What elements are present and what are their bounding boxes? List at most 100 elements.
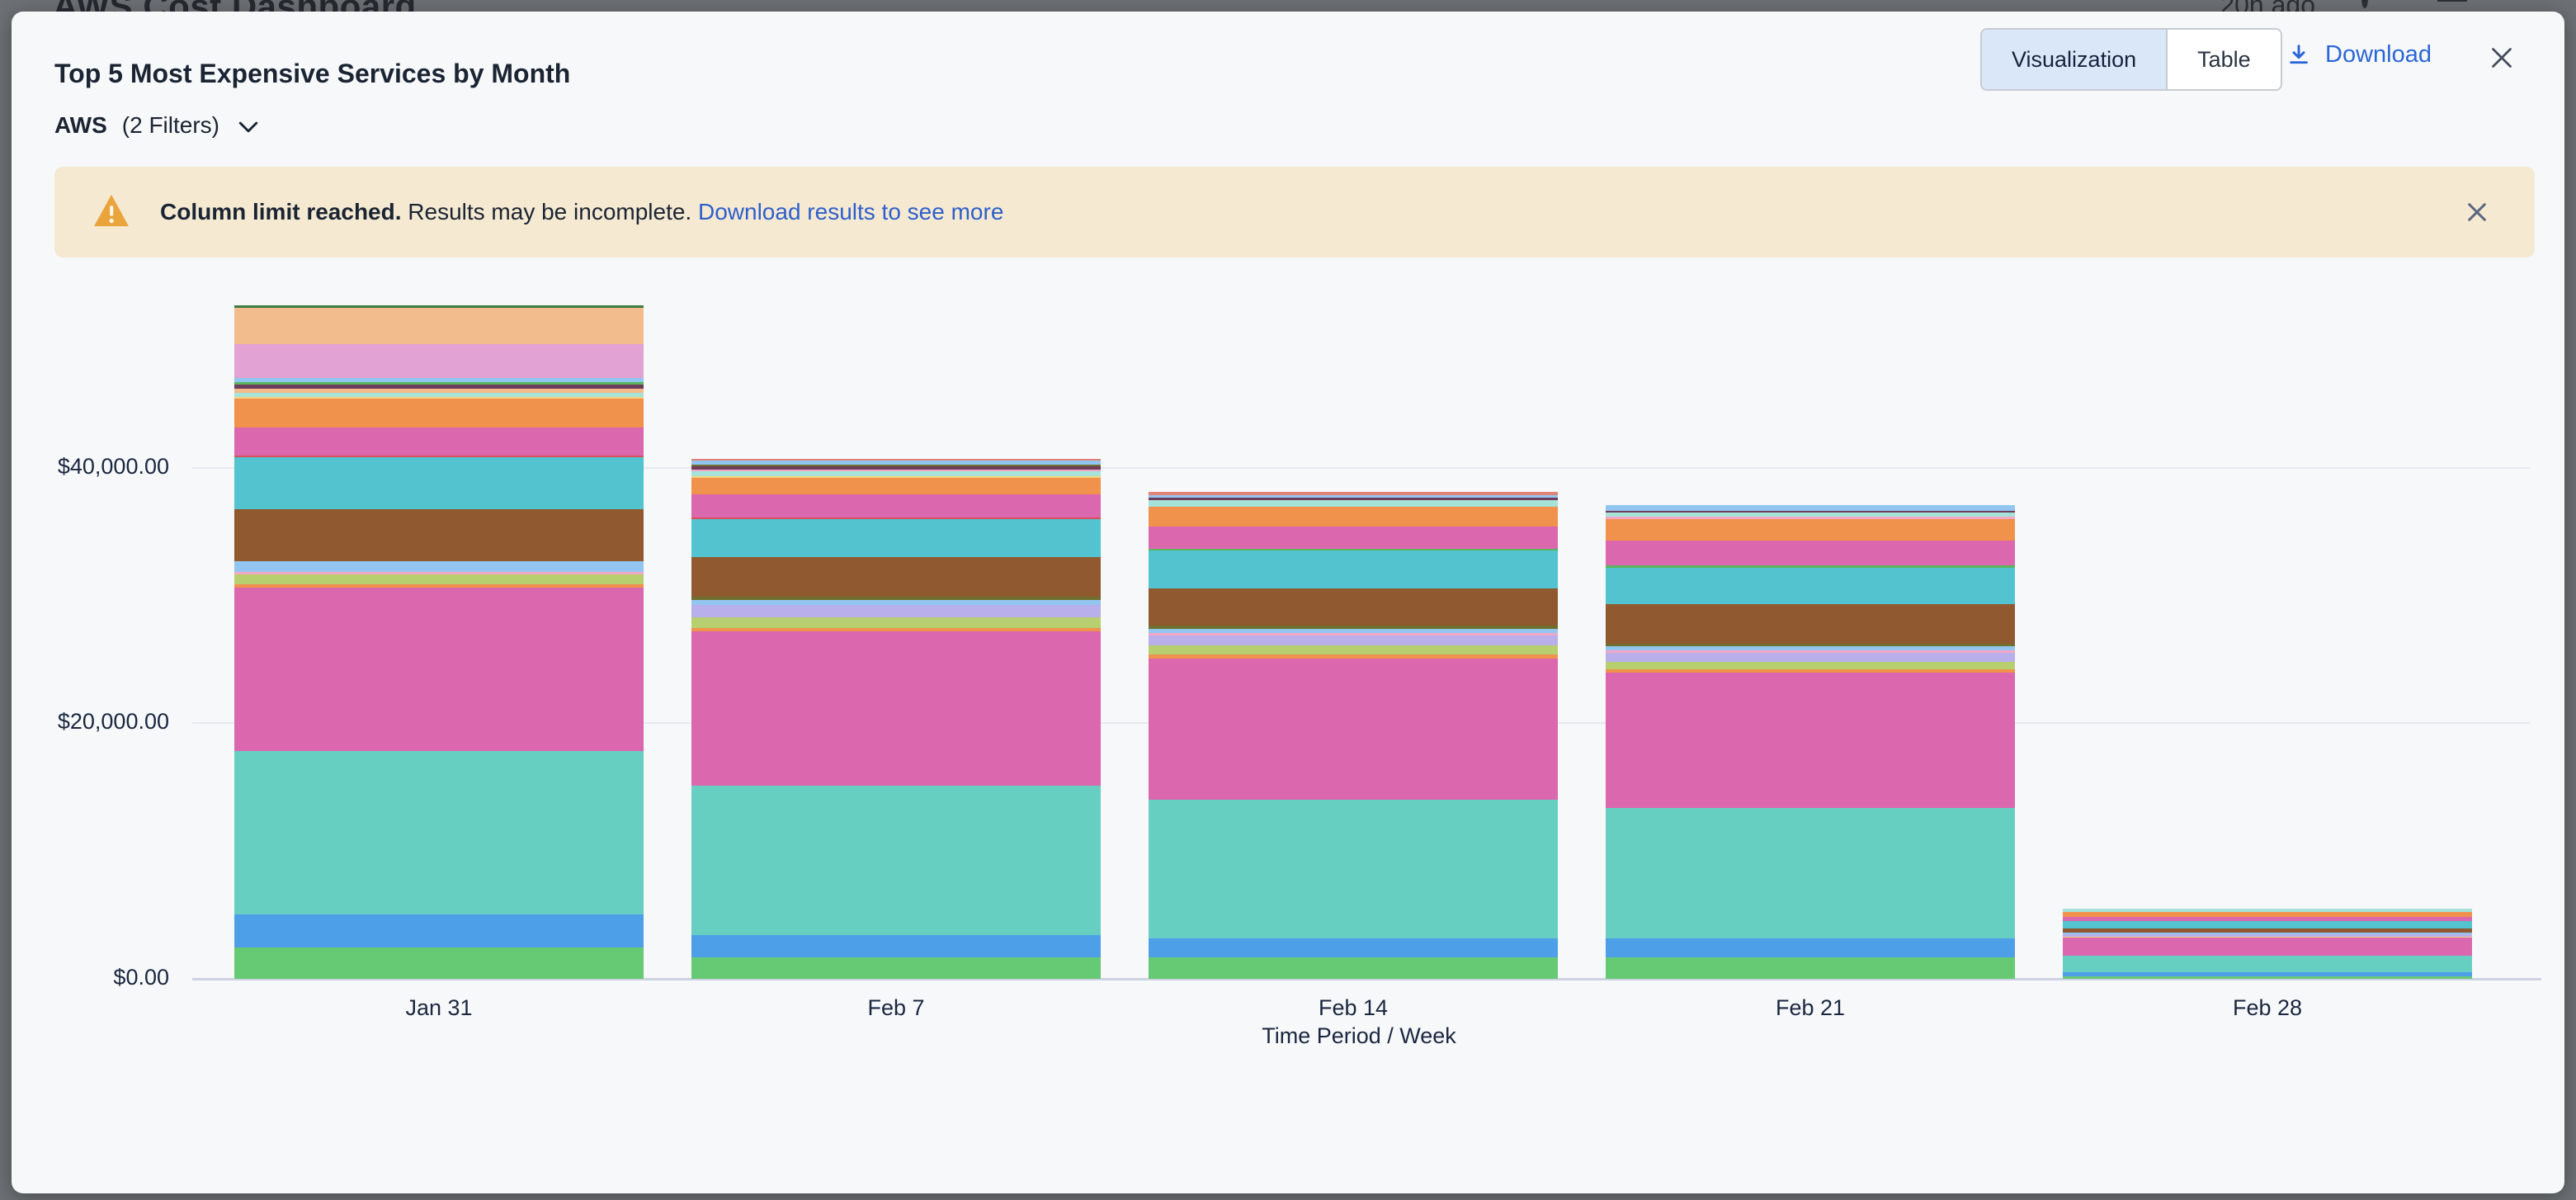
bar-segment[interactable]	[1149, 550, 1558, 588]
bar-segment[interactable]	[1149, 654, 1558, 659]
bar-segment[interactable]	[1606, 512, 2015, 517]
bar-segment[interactable]	[691, 596, 1101, 600]
bar-segment[interactable]	[234, 392, 644, 397]
bar-segment[interactable]	[1606, 565, 2015, 568]
bar-segment[interactable]	[1149, 658, 1558, 800]
bar-segment[interactable]	[234, 508, 644, 561]
bar-segment[interactable]	[234, 583, 644, 588]
bar-segment[interactable]	[1149, 645, 1558, 654]
bar-segment[interactable]	[1149, 494, 1558, 498]
bar-segment[interactable]	[1606, 516, 2015, 519]
stacked-bar-feb-21[interactable]	[1606, 504, 2015, 979]
bar-segment[interactable]	[691, 517, 1101, 519]
bar-segment[interactable]	[1606, 957, 2015, 979]
bar-segment[interactable]	[1149, 499, 1558, 507]
bar-segment[interactable]	[234, 914, 644, 947]
bar-segment[interactable]	[1606, 510, 2015, 513]
bar-segment[interactable]	[234, 574, 644, 584]
bar-segment[interactable]	[1149, 632, 1558, 635]
tab-visualization[interactable]: Visualization	[1982, 30, 2168, 89]
bar-segment[interactable]	[1149, 506, 1558, 527]
bar-segment[interactable]	[691, 599, 1101, 605]
bar-segment[interactable]	[691, 494, 1101, 517]
stacked-bar-feb-14[interactable]	[1149, 491, 1558, 979]
bar-segment[interactable]	[234, 456, 644, 509]
download-button[interactable]: Download	[2286, 41, 2432, 69]
bar-segment[interactable]	[1149, 548, 1558, 550]
bar-segment[interactable]	[691, 475, 1101, 478]
stacked-bar-feb-7[interactable]	[691, 458, 1101, 979]
bar-segment[interactable]	[1149, 628, 1558, 633]
bar-segment[interactable]	[691, 518, 1101, 557]
bar-segment[interactable]	[691, 785, 1101, 935]
bar-segment[interactable]	[234, 305, 644, 308]
bar-segment[interactable]	[2063, 916, 2472, 921]
bar-segment[interactable]	[2063, 955, 2472, 972]
bar-segment[interactable]	[691, 469, 1101, 471]
bar-segment[interactable]	[1149, 938, 1558, 957]
tab-table[interactable]: Table	[2168, 30, 2281, 89]
bar-segment[interactable]	[1149, 491, 1558, 495]
bar-segment[interactable]	[2063, 920, 2472, 928]
bar-segment[interactable]	[2063, 936, 2472, 938]
bar-segment[interactable]	[1149, 497, 1558, 500]
bar-segment[interactable]	[234, 381, 644, 385]
bar-segment[interactable]	[1606, 603, 2015, 644]
bar-segment[interactable]	[1149, 635, 1558, 645]
bar-segment[interactable]	[234, 388, 644, 393]
bar-segment[interactable]	[2063, 933, 2472, 937]
bar-segment[interactable]	[1606, 672, 2015, 808]
bar-segment[interactable]	[234, 947, 644, 979]
stacked-bar-jan-31[interactable]	[234, 305, 644, 979]
bar-segment[interactable]	[1149, 588, 1558, 626]
bar-segment[interactable]	[1606, 567, 2015, 604]
bar-segment[interactable]	[1606, 669, 2015, 673]
bar-segment[interactable]	[2063, 937, 2472, 956]
bar-segment[interactable]	[691, 627, 1101, 631]
bar-segment[interactable]	[1606, 661, 2015, 669]
bar-segment[interactable]	[234, 427, 644, 456]
bar-segment[interactable]	[1149, 957, 1558, 979]
bar-segment[interactable]	[1606, 504, 2015, 511]
bar-segment[interactable]	[691, 617, 1101, 628]
bar-segment[interactable]	[2063, 932, 2472, 934]
banner-close-button[interactable]	[2459, 194, 2495, 230]
bar-segment[interactable]	[234, 398, 644, 428]
bar-segment[interactable]	[691, 470, 1101, 476]
bar-segment[interactable]	[234, 384, 644, 389]
bar-segment[interactable]	[234, 307, 644, 344]
bar-segment[interactable]	[691, 556, 1101, 597]
bar-segment[interactable]	[691, 934, 1101, 957]
bar-segment[interactable]	[2063, 908, 2472, 912]
bar-segment[interactable]	[1149, 526, 1558, 549]
bar-segment[interactable]	[691, 465, 1101, 470]
bar-segment[interactable]	[691, 957, 1101, 979]
bar-segment[interactable]	[234, 343, 644, 378]
bar-segment[interactable]	[691, 464, 1101, 466]
bar-segment[interactable]	[691, 477, 1101, 494]
bar-segment[interactable]	[1606, 643, 2015, 646]
bar-segment[interactable]	[234, 377, 644, 382]
filter-dropdown[interactable]: AWS (2 Filters)	[54, 112, 259, 139]
bar-segment[interactable]	[1606, 650, 2015, 653]
bar-segment[interactable]	[2063, 911, 2472, 917]
bar-segment[interactable]	[691, 631, 1101, 786]
bar-segment[interactable]	[234, 571, 644, 574]
bar-segment[interactable]	[2063, 976, 2472, 979]
bar-segment[interactable]	[234, 455, 644, 457]
bar-segment[interactable]	[234, 750, 644, 914]
bar-segment[interactable]	[234, 560, 644, 572]
bar-segment[interactable]	[1606, 652, 2015, 662]
bar-segment[interactable]	[1149, 625, 1558, 629]
bar-segment[interactable]	[234, 396, 644, 399]
bar-segment[interactable]	[1606, 938, 2015, 957]
bar-segment[interactable]	[234, 587, 644, 751]
bar-segment[interactable]	[1606, 807, 2015, 938]
bar-segment[interactable]	[2063, 928, 2472, 933]
bar-segment[interactable]	[691, 460, 1101, 465]
bar-segment[interactable]	[1149, 799, 1558, 938]
bar-segment[interactable]	[1606, 645, 2015, 650]
bar-segment[interactable]	[2063, 971, 2472, 976]
bar-segment[interactable]	[1606, 540, 2015, 565]
stacked-bar-feb-28[interactable]	[2063, 908, 2472, 979]
